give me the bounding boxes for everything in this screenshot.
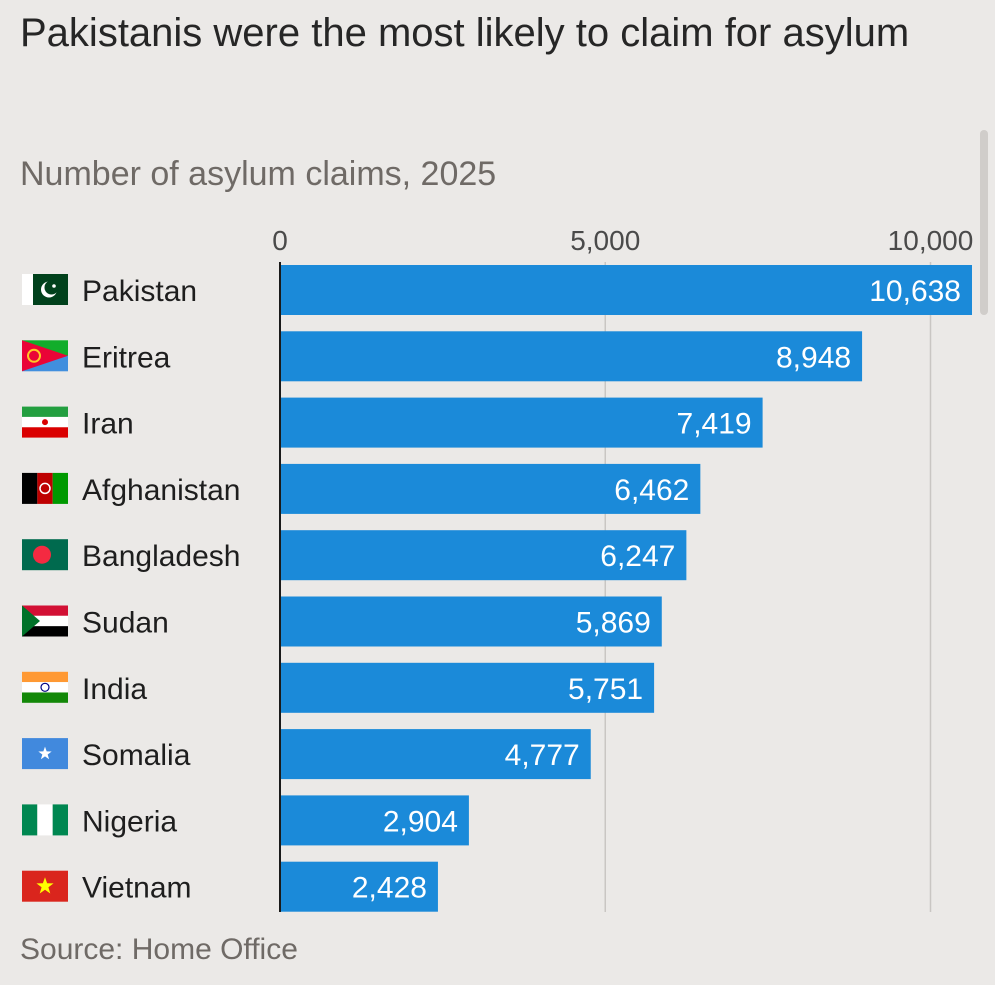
- category-label: Iran: [82, 408, 134, 441]
- bar-somalia: [280, 729, 591, 780]
- category-label: Somalia: [82, 739, 191, 772]
- value-label: 4,777: [505, 739, 580, 772]
- bar-vietnam: [280, 861, 438, 912]
- source-note: Source: Home Office: [20, 933, 298, 966]
- bangladesh-flag-icon: [22, 539, 68, 571]
- value-label: 5,751: [568, 673, 643, 706]
- value-label: 6,462: [614, 474, 689, 507]
- category-label: Pakistan: [82, 275, 197, 308]
- bar-sudan: [280, 596, 662, 647]
- value-label: 2,428: [352, 872, 427, 905]
- value-label: 5,869: [576, 607, 651, 640]
- value-label: 6,247: [600, 540, 675, 573]
- chart-title: Pakistanis were the most likely to claim…: [20, 11, 910, 55]
- bar-bangladesh: [280, 530, 687, 581]
- afghanistan-flag-icon: [22, 472, 68, 504]
- category-label: Sudan: [82, 607, 169, 640]
- value-label: 7,419: [677, 408, 752, 441]
- value-label: 8,948: [776, 341, 851, 374]
- category-label: Eritrea: [82, 341, 171, 374]
- eritrea-flag-icon: [22, 340, 68, 372]
- x-tick-label: 0: [272, 225, 288, 256]
- category-label: Vietnam: [82, 872, 192, 905]
- value-label: 2,904: [383, 805, 458, 838]
- india-flag-icon: [22, 671, 68, 703]
- vietnam-flag-icon: [22, 870, 68, 902]
- pakistan-flag-icon: [22, 274, 68, 305]
- bar-afghanistan: [280, 463, 701, 514]
- nigeria-flag-icon: [22, 804, 68, 836]
- bar-india: [280, 662, 655, 713]
- x-tick-label: 10,000: [888, 225, 974, 256]
- bar-nigeria: [280, 795, 469, 846]
- bar-pakistan: [280, 265, 972, 315]
- chart-subtitle: Number of asylum claims, 2025: [20, 155, 497, 193]
- x-tick-label: 5,000: [570, 225, 640, 256]
- category-label: India: [82, 673, 147, 706]
- category-label: Bangladesh: [82, 540, 240, 573]
- value-label: 10,638: [869, 275, 961, 308]
- scrollbar[interactable]: [980, 130, 988, 315]
- category-label: Nigeria: [82, 805, 177, 838]
- bar-iran: [280, 397, 763, 448]
- sudan-flag-icon: [22, 605, 68, 637]
- iran-flag-icon: [22, 406, 68, 438]
- somalia-flag-icon: [22, 738, 68, 770]
- category-label: Afghanistan: [82, 474, 240, 507]
- bar-eritrea: [280, 331, 863, 382]
